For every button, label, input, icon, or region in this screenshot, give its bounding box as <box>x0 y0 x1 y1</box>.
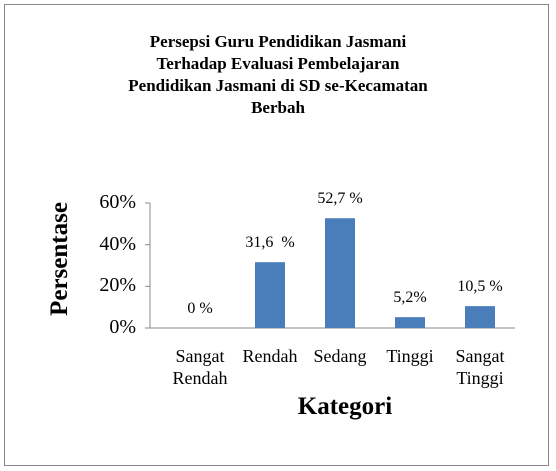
data-label: 10,5 % <box>457 278 503 296</box>
x-tick-label: Sangat Tinggi <box>455 346 505 388</box>
chart-title: Terhadap Evaluasi Pembelajaran <box>156 54 400 73</box>
x-tick-label: Rendah <box>242 346 298 366</box>
x-tick-label: Sedang <box>313 346 367 366</box>
x-tick-label: Tinggi <box>386 346 434 366</box>
y-tick-label: 60% <box>99 191 136 213</box>
y-tick-label: 20% <box>99 274 136 297</box>
data-label: 31,6 % <box>245 234 295 252</box>
bar <box>395 317 425 328</box>
chart-title: Berbah <box>251 98 305 117</box>
y-axis-title: Persentase <box>46 202 73 316</box>
x-axis-title: Kategori <box>297 393 393 420</box>
y-tick-label: 0% <box>109 316 136 338</box>
data-label: 5,2% <box>393 289 427 307</box>
chart-title: Pendidikan Jasmani di SD se-Kecamatan <box>128 76 428 95</box>
bar <box>255 262 285 328</box>
chart-frame <box>4 4 549 466</box>
bar <box>465 306 495 328</box>
chart-title: Persepsi Guru Pendidikan Jasmani <box>149 32 407 51</box>
bar <box>325 218 355 328</box>
data-label: 52,7 % <box>317 190 363 208</box>
data-label: 0 % <box>187 300 213 317</box>
y-tick-label: 40% <box>99 232 136 255</box>
x-tick-label: Sangat Rendah <box>172 346 228 388</box>
